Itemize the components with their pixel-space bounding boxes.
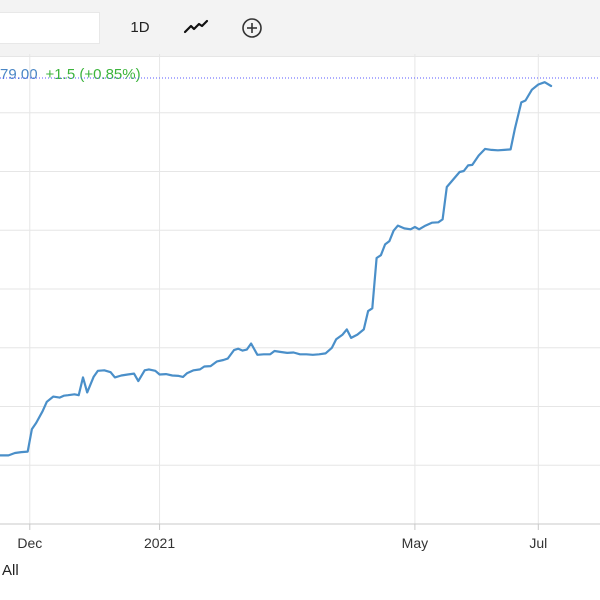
symbol-search-input[interactable] [0, 12, 100, 44]
chart-toolbar: 1D [0, 0, 600, 57]
x-tick-label: 2021 [144, 535, 175, 551]
price-change: +1.5 (+0.85%) [45, 66, 141, 83]
price-line-series-0 [0, 81, 553, 457]
chart-type-button[interactable] [180, 14, 212, 42]
line-chart-icon [183, 19, 209, 34]
last-price: 79.00 [0, 66, 38, 83]
price-chart[interactable]: Dec 2021 May Jul [0, 0, 600, 560]
add-indicator-button[interactable] [236, 14, 268, 42]
plus-circle-icon [242, 18, 262, 38]
range-all-button[interactable]: All [2, 562, 19, 579]
quote-line: 79.00 +1.5 (+0.85%) [0, 66, 141, 83]
x-tick-label: May [402, 535, 428, 551]
x-tick-label: Dec [17, 535, 42, 551]
interval-1d-button[interactable]: 1D [122, 14, 158, 42]
x-tick-label: Jul [529, 535, 547, 551]
